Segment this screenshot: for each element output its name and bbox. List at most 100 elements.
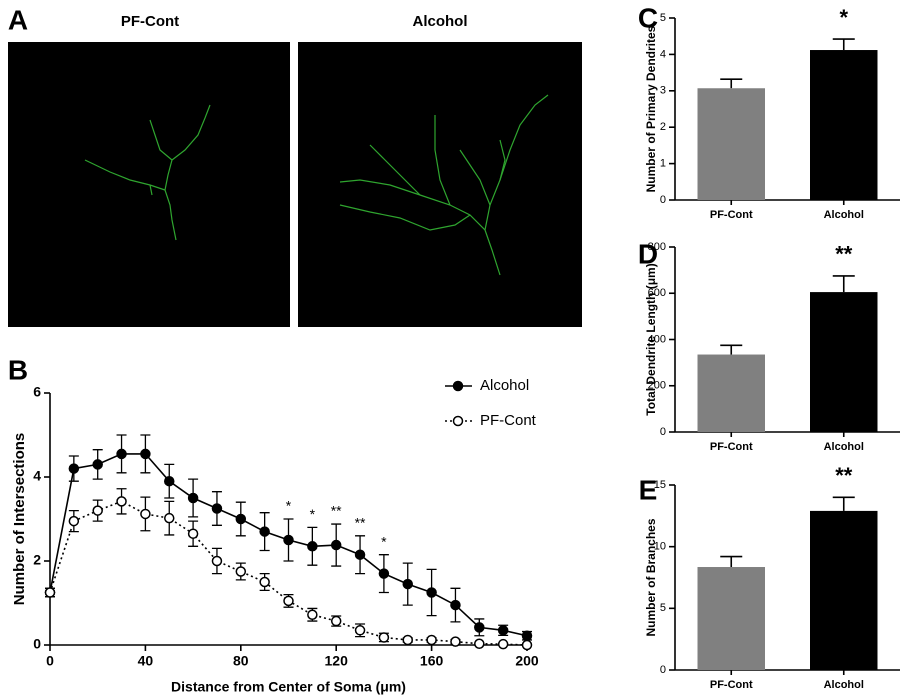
y-tick-label: 0 bbox=[660, 426, 666, 438]
marker bbox=[68, 463, 80, 474]
y-tick-label: 800 bbox=[648, 241, 666, 253]
marker bbox=[378, 632, 390, 643]
marker bbox=[235, 566, 247, 577]
marker bbox=[378, 568, 390, 579]
y-tick-label: 2 bbox=[660, 121, 666, 133]
marker bbox=[497, 638, 509, 650]
y-tick-label: 600 bbox=[648, 287, 666, 299]
marker bbox=[140, 508, 151, 520]
x-tick-label: PF-Cont bbox=[710, 441, 753, 453]
marker bbox=[307, 609, 318, 621]
x-tick-label: Alcohol bbox=[824, 441, 864, 453]
significance-label: ** bbox=[835, 242, 853, 267]
significance-label: ** bbox=[355, 515, 366, 531]
marker bbox=[187, 492, 199, 504]
marker bbox=[68, 515, 80, 527]
marker bbox=[211, 555, 223, 567]
y-axis-label: Number of Branches bbox=[644, 518, 658, 636]
marker bbox=[402, 578, 413, 590]
legend-marker bbox=[452, 380, 464, 392]
marker bbox=[450, 599, 461, 611]
y-tick-label: 5 bbox=[660, 602, 666, 614]
image-title: PF-Cont bbox=[121, 13, 179, 30]
x-tick-label: Alcohol bbox=[824, 209, 864, 221]
error-bar bbox=[720, 555, 743, 568]
y-axis-label: Number of Primary Dendrites bbox=[644, 25, 658, 192]
y-tick-label: 400 bbox=[648, 333, 666, 345]
neuron-trace bbox=[84, 104, 211, 241]
y-axis-label: Number of Intersections bbox=[11, 433, 28, 606]
marker bbox=[283, 534, 294, 546]
bar bbox=[697, 567, 765, 670]
panel-label: E bbox=[639, 474, 658, 505]
x-tick-label: 200 bbox=[515, 653, 539, 669]
y-tick-label: 5 bbox=[660, 12, 666, 24]
marker bbox=[283, 595, 294, 607]
panel-label: A bbox=[8, 4, 28, 35]
marker bbox=[92, 505, 103, 516]
marker bbox=[330, 539, 342, 551]
y-tick-label: 0 bbox=[660, 664, 666, 676]
marker bbox=[354, 549, 366, 560]
marker bbox=[426, 634, 437, 646]
marker bbox=[259, 526, 270, 537]
y-tick-label: 0 bbox=[33, 636, 41, 652]
x-axis-label: Distance from Center of Soma (μm) bbox=[171, 679, 406, 695]
y-tick-label: 200 bbox=[648, 380, 666, 392]
marker bbox=[521, 639, 533, 651]
legend-marker bbox=[452, 415, 464, 427]
bar bbox=[810, 50, 878, 201]
x-tick-label: PF-Cont bbox=[710, 679, 753, 691]
y-tick-label: 0 bbox=[660, 194, 666, 206]
marker bbox=[164, 512, 175, 524]
marker bbox=[521, 630, 533, 642]
marker bbox=[44, 587, 56, 598]
marker bbox=[474, 638, 485, 649]
marker bbox=[140, 448, 151, 460]
marker bbox=[164, 475, 175, 487]
panel-label: D bbox=[638, 238, 658, 269]
x-tick-label: Alcohol bbox=[824, 679, 864, 691]
y-tick-label: 6 bbox=[33, 384, 41, 400]
error-bar bbox=[832, 496, 855, 511]
x-tick-label: 40 bbox=[138, 653, 154, 669]
marker bbox=[259, 576, 270, 588]
x-tick-label: 120 bbox=[325, 653, 349, 669]
marker bbox=[450, 636, 461, 647]
bar bbox=[810, 510, 878, 670]
error-bar bbox=[832, 38, 855, 51]
image-title: Alcohol bbox=[413, 13, 468, 30]
x-tick-label: 160 bbox=[420, 653, 444, 669]
y-axis-label: Total Dendrite Length (μm) bbox=[644, 263, 658, 415]
y-tick-label: 3 bbox=[660, 85, 666, 97]
error-bar bbox=[832, 275, 855, 293]
y-tick-label: 1 bbox=[660, 158, 666, 170]
significance-label: ** bbox=[835, 463, 853, 488]
marker bbox=[211, 503, 223, 514]
y-tick-label: 2 bbox=[33, 552, 41, 568]
error-bar bbox=[720, 78, 743, 89]
marker bbox=[235, 513, 247, 525]
neuron-image bbox=[298, 42, 582, 327]
significance-label: ** bbox=[331, 503, 342, 519]
marker bbox=[330, 615, 342, 627]
marker bbox=[402, 634, 413, 646]
bar bbox=[810, 292, 878, 432]
significance-label: * bbox=[286, 498, 292, 514]
marker bbox=[116, 448, 127, 460]
y-tick-label: 4 bbox=[660, 48, 666, 60]
legend-label: Alcohol bbox=[480, 377, 529, 394]
y-tick-label: 4 bbox=[33, 468, 41, 484]
marker bbox=[187, 528, 199, 539]
marker bbox=[307, 541, 318, 552]
panel-label: C bbox=[638, 2, 658, 33]
panel-label: B bbox=[8, 354, 28, 385]
marker bbox=[426, 587, 437, 598]
y-tick-label: 10 bbox=[654, 541, 666, 553]
neuron-trace bbox=[339, 94, 549, 276]
legend-label: PF-Cont bbox=[480, 412, 537, 429]
bar bbox=[697, 88, 765, 200]
marker bbox=[354, 625, 366, 636]
bar bbox=[697, 354, 765, 432]
